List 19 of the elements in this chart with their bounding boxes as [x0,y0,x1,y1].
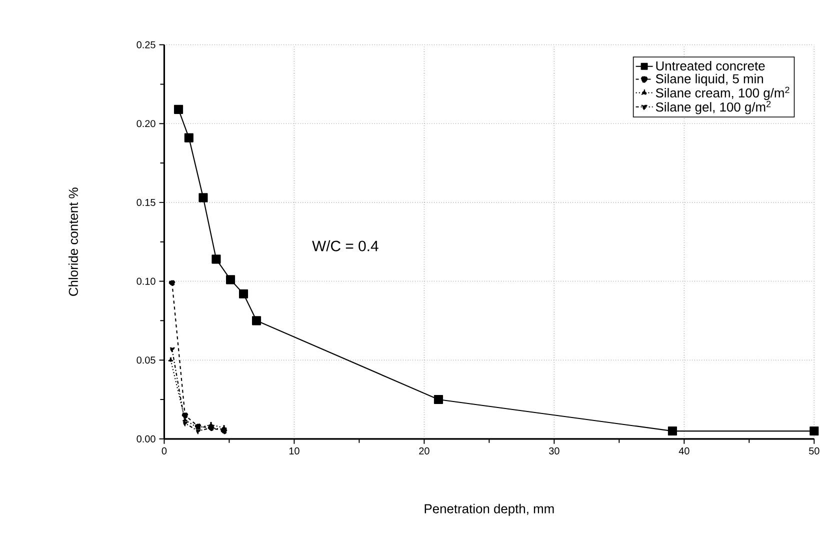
y-tick-label: 0.05 [136,356,156,364]
y-tick-label: 0.15 [136,198,156,206]
legend-label: Silane gel, 100 g/m$^{2}$ [656,100,771,114]
y-axis-title: Chloride content % [68,187,78,296]
x-tick-label: 40 [678,447,690,454]
legend-label: Silane liquid, 5 min [656,74,764,86]
x-tick-label: 50 [809,447,820,454]
x-tick-label: 30 [549,447,560,454]
x-axis-title: Penetration depth, mm [424,504,554,516]
x-tick-label: 20 [419,447,430,454]
legend-label: Untreated concrete [656,60,765,70]
x-tick-label: 10 [289,447,300,454]
y-tick-label: 0.25 [136,41,156,48]
y-tick-label: 0.20 [136,120,156,127]
legend-label: Silane cream, 100 g/m$^{2}$ [656,86,790,100]
x-tick-label: 0 [162,447,167,454]
y-tick-label: 0.00 [136,435,156,442]
annotation: W/C = 0.4 [312,240,378,252]
y-tick-label: 0.10 [136,278,156,285]
